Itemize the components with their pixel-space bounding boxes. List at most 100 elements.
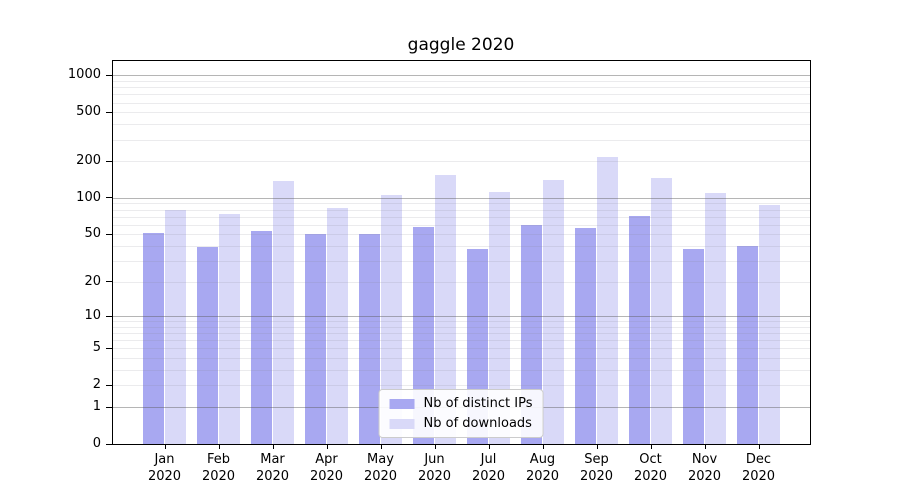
y-tick-mark [106, 384, 112, 386]
x-tick-month: Jun [424, 452, 445, 467]
bar-downloads-dec [758, 204, 781, 444]
gridline-major [113, 75, 810, 77]
x-tick-label-nov: Nov 2020 [678, 451, 732, 485]
y-tick-label: 1000 [67, 67, 101, 83]
y-tick-label: 2 [92, 377, 101, 393]
x-tick-label-sep: Sep 2020 [570, 451, 624, 485]
x-tick-year: 2020 [147, 469, 182, 484]
gridline-minor [113, 102, 810, 104]
x-tick-mark [704, 444, 706, 449]
y-tick-label: 100 [76, 189, 101, 205]
bar-downloads-sep [596, 157, 619, 444]
x-tick-label-jul: Jul 2020 [462, 451, 516, 485]
x-tick-month: Nov [691, 452, 718, 467]
gridline-major [113, 316, 810, 318]
x-tick-month: Aug [529, 452, 556, 467]
x-tick-mark [488, 444, 490, 449]
x-tick-label-oct: Oct 2020 [624, 451, 678, 485]
bar-distinct-ips-dec [736, 245, 759, 444]
legend-swatch [389, 418, 415, 429]
x-tick-year: 2020 [525, 469, 560, 484]
x-tick-label-dec: Dec 2020 [732, 451, 786, 485]
y-tick-label: 20 [84, 273, 101, 289]
bar-downloads-jun [434, 174, 457, 444]
y-tick-label: 500 [76, 104, 101, 120]
x-tick-mark [596, 444, 598, 449]
x-tick-year: 2020 [417, 469, 452, 484]
x-tick-label-feb: Feb 2020 [192, 451, 246, 485]
gridline-minor [113, 161, 810, 163]
bar-distinct-ips-sep [574, 228, 597, 444]
y-tick-mark [106, 443, 112, 445]
x-tick-year: 2020 [741, 469, 776, 484]
y-tick-label: 5 [92, 340, 101, 356]
y-tick-mark [106, 111, 112, 113]
y-tick-mark [106, 315, 112, 317]
x-tick-month: Dec [745, 452, 772, 467]
x-tick-label-apr: Apr 2020 [300, 451, 354, 485]
x-tick-year: 2020 [687, 469, 722, 484]
bar-distinct-ips-nov [682, 248, 705, 444]
gridline-major [113, 197, 810, 199]
x-tick-month: Jan [154, 452, 175, 467]
bar-downloads-nov [704, 192, 727, 444]
y-tick-label: 10 [84, 308, 101, 324]
gridline-minor [113, 358, 810, 360]
x-tick-year: 2020 [201, 469, 236, 484]
x-tick-mark [380, 444, 382, 449]
bar-distinct-ips-apr [304, 234, 327, 444]
bar-downloads-feb [218, 214, 241, 444]
x-tick-mark [164, 444, 166, 449]
legend: Nb of distinct IPs Nb of downloads [378, 389, 544, 438]
x-tick-mark [434, 444, 436, 449]
x-tick-month: Feb [206, 452, 231, 467]
bar-distinct-ips-oct [628, 215, 651, 444]
x-tick-label-may: May 2020 [354, 451, 408, 485]
gridline-minor [113, 348, 810, 350]
bar-downloads-mar [272, 181, 295, 444]
x-tick-year: 2020 [471, 469, 506, 484]
legend-row: Nb of downloads [389, 416, 533, 431]
x-tick-mark [542, 444, 544, 449]
x-tick-month: Sep [584, 452, 609, 467]
y-tick-mark [106, 281, 112, 283]
x-tick-year: 2020 [633, 469, 668, 484]
bar-distinct-ips-jan [142, 233, 165, 444]
x-tick-year: 2020 [309, 469, 344, 484]
x-tick-mark [650, 444, 652, 449]
bar-distinct-ips-feb [196, 247, 219, 444]
plot-area [112, 60, 811, 445]
legend-label: Nb of downloads [423, 416, 532, 431]
legend-row: Nb of distinct IPs [389, 396, 533, 411]
x-tick-label-jun: Jun 2020 [408, 451, 462, 485]
y-tick-mark [106, 160, 112, 162]
gridline-minor [113, 216, 810, 218]
gridline-minor [113, 209, 810, 211]
bar-downloads-aug [542, 180, 565, 444]
gridline-minor [113, 203, 810, 205]
x-tick-month: Oct [639, 452, 662, 467]
gridline-minor [113, 340, 810, 342]
y-tick-label: 1 [92, 399, 101, 415]
gridline-minor [113, 124, 810, 126]
bar-downloads-jan [164, 209, 187, 444]
bar-downloads-may [380, 194, 403, 444]
x-tick-year: 2020 [363, 469, 398, 484]
y-tick-mark [106, 347, 112, 349]
gridline-minor [113, 94, 810, 96]
gridline-minor [113, 81, 810, 82]
gridline-minor [113, 321, 810, 323]
y-tick-label: 50 [84, 226, 101, 242]
bar-downloads-oct [650, 177, 673, 444]
gridline-minor [113, 87, 810, 89]
gridline-minor [113, 260, 810, 262]
y-tick-label: 0 [92, 436, 101, 451]
x-tick-label-jan: Jan 2020 [138, 451, 192, 485]
legend-label: Nb of distinct IPs [423, 396, 533, 411]
legend-swatch [389, 398, 415, 409]
x-tick-year: 2020 [579, 469, 614, 484]
x-tick-month: May [367, 452, 394, 467]
bar-downloads-apr [326, 207, 349, 444]
x-tick-label-aug: Aug 2020 [516, 451, 570, 485]
y-tick-mark [106, 197, 112, 199]
